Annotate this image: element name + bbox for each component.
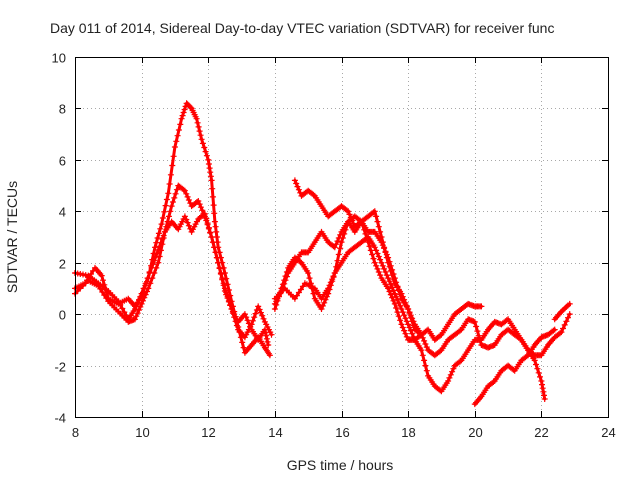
x-tick-label: 10 xyxy=(135,425,149,440)
y-tick-label: 6 xyxy=(59,154,66,169)
x-tick-label: 20 xyxy=(468,425,482,440)
x-tick-label: 12 xyxy=(201,425,215,440)
series-arc-9 xyxy=(551,300,573,323)
y-tick-label: 8 xyxy=(59,102,66,117)
x-tick-label: 18 xyxy=(401,425,415,440)
x-tick-label: 8 xyxy=(72,425,79,440)
series-markers xyxy=(551,300,573,323)
chart-title: Day 011 of 2014, Sidereal Day-to-day VTE… xyxy=(50,20,554,36)
y-tick-label: -2 xyxy=(54,360,66,375)
x-axis-label: GPS time / hours xyxy=(287,457,394,473)
series-arc-8 xyxy=(471,326,558,408)
y-tick-label: 4 xyxy=(59,205,66,220)
y-tick-label: 2 xyxy=(59,257,66,272)
y-tick-label: 10 xyxy=(52,51,66,66)
series-markers xyxy=(291,177,425,338)
grid xyxy=(75,57,608,417)
series-group xyxy=(72,100,573,408)
series-arc-7 xyxy=(291,177,425,338)
x-tick-label: 16 xyxy=(335,425,349,440)
x-tick-label: 22 xyxy=(534,425,548,440)
plot-frame xyxy=(75,57,609,418)
x-tick-label: 24 xyxy=(601,425,615,440)
series-markers xyxy=(271,218,573,359)
y-tick-label: -4 xyxy=(54,411,66,426)
series-markers xyxy=(471,326,558,408)
y-axis-label: SDTVAR / TECUs xyxy=(4,181,20,293)
series-markers xyxy=(271,234,548,402)
y-tick-label: 0 xyxy=(59,308,66,323)
x-tick-label: 14 xyxy=(268,425,282,440)
